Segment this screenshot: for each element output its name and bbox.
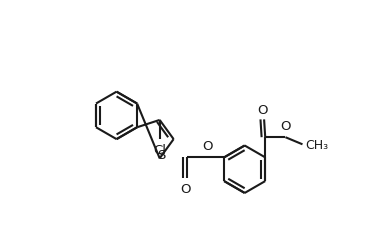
Text: O: O bbox=[258, 104, 268, 117]
Text: O: O bbox=[280, 120, 291, 133]
Text: O: O bbox=[180, 182, 191, 195]
Text: O: O bbox=[202, 140, 212, 153]
Text: CH₃: CH₃ bbox=[305, 138, 328, 151]
Text: S: S bbox=[157, 148, 166, 161]
Text: Cl: Cl bbox=[153, 144, 166, 157]
